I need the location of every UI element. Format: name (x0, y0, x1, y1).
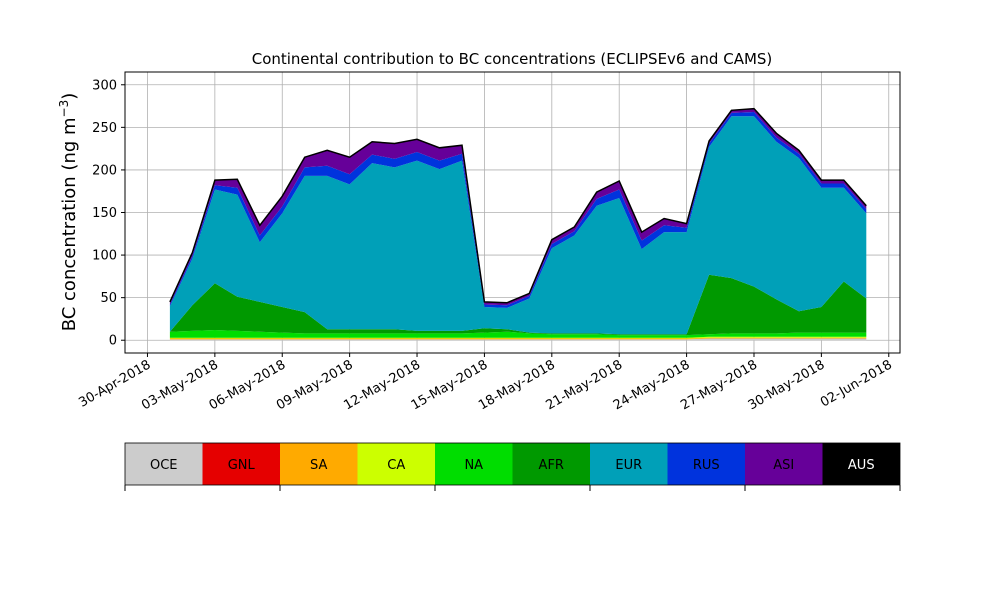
y-axis-label-main: BC concentration (ng m (59, 117, 80, 331)
stacked-areas (169, 108, 867, 341)
legend-swatch-rus (667, 443, 745, 485)
y-tick-label: 0 (109, 334, 117, 349)
area-afr (169, 274, 867, 336)
legend-label: OCE (150, 458, 178, 473)
y-tick-label: 50 (100, 291, 117, 306)
x-tick-label: 02-Jun-2018 (818, 357, 895, 410)
y-axis-label: BC concentration (ng m−3) (57, 93, 80, 332)
y-tick-label: 100 (92, 249, 117, 264)
legend-swatch-aus (822, 443, 900, 485)
y-axis: 0 50 100 150 200 250 300 (92, 78, 125, 349)
legend-swatch-eur (590, 443, 668, 485)
chart-title: Continental contribution to BC concentra… (252, 50, 773, 68)
y-tick-label: 150 (92, 206, 117, 221)
y-tick-label: 200 (92, 163, 117, 178)
x-axis: 30-Apr-201803-May-201806-May-201809-May-… (76, 353, 895, 413)
legend-swatch-na (435, 443, 513, 485)
legend-swatch-ca (357, 443, 435, 485)
y-tick-label: 300 (92, 78, 117, 93)
total-line-path (169, 107, 867, 304)
area-ca (169, 336, 867, 339)
y-axis-label-close: ) (59, 93, 80, 100)
legend-label: AFR (539, 458, 564, 473)
legend-swatch-sa (280, 443, 358, 485)
legend-label: RUS (693, 458, 720, 473)
total-line (169, 107, 867, 304)
area-sa (169, 337, 867, 340)
legend-label: NA (464, 458, 483, 473)
legend-label: CA (387, 458, 405, 473)
area-na (169, 330, 867, 338)
x-tick-label: 30-May-2018 (746, 357, 828, 413)
legend-frame (124, 442, 901, 486)
legend-label: ASI (773, 458, 794, 473)
y-axis-label-exponent: −3 (57, 100, 71, 118)
legend-swatch-gnl (202, 443, 280, 485)
area-oce (169, 338, 867, 341)
legend-label: SA (310, 458, 327, 473)
legend-label: EUR (615, 458, 642, 473)
area-asi (169, 108, 867, 306)
legend-swatch-afr (512, 443, 590, 485)
y-tick-label: 250 (92, 121, 117, 136)
legend-label: AUS (848, 458, 875, 473)
area-eur (169, 116, 867, 335)
legend-label: GNL (228, 458, 256, 473)
legend-swatch-oce (125, 443, 203, 485)
legend-swatch-asi (745, 443, 823, 485)
legend: OCE GNL SA CA NA AFR EUR RUS ASI AUS (124, 442, 901, 491)
